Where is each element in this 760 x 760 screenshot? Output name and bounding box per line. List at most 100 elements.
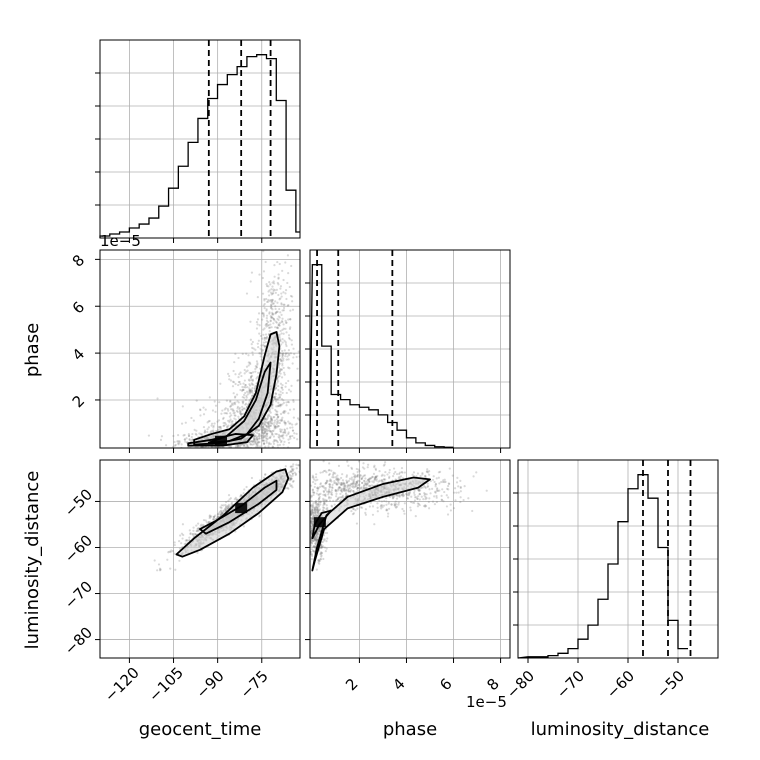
sample-point [229,418,232,421]
sample-point [270,418,274,421]
sample-point [226,505,230,508]
sample-point [239,495,242,498]
sample-point [246,385,249,389]
sample-point [166,558,169,561]
sample-point [317,529,320,533]
sample-point [442,479,445,482]
sample-point [250,374,254,377]
sample-point [339,483,342,486]
sample-point [314,537,317,540]
sample-point [207,450,209,452]
sample-point [264,445,267,448]
sample-point [273,282,276,285]
sample-point [249,371,253,375]
sample-point [343,489,346,492]
sample-point [277,421,280,424]
sample-point [207,426,210,429]
sample-point [219,514,222,517]
sample-point [395,493,399,497]
sample-point [223,412,226,415]
sample-point [344,488,347,491]
sample-point [254,440,257,443]
sample-point [220,412,223,415]
sample-point [400,466,404,470]
sample-point [278,438,282,441]
sample-point [356,474,359,477]
sample-point [283,451,285,453]
sample-point [336,483,339,486]
sample-point [320,485,324,488]
sample-point [198,450,200,452]
sample-point [307,534,309,536]
scatter-geocent_time-vs-phase-ytick-label: 6 [69,298,88,317]
sample-point [416,497,419,500]
sample-point [249,280,252,283]
sample-point [375,478,378,481]
sample-point [270,315,273,319]
sample-point [314,510,318,513]
sample-point [438,489,441,492]
sample-point [366,463,370,466]
sample-point [275,422,278,426]
sample-point [268,330,271,333]
sample-point [276,376,279,379]
sample-point [455,491,458,494]
sample-point [265,421,269,424]
sample-point [338,478,341,481]
sample-point [421,486,424,489]
sample-point [213,518,216,521]
sample-point [219,382,222,385]
sample-point [316,510,319,513]
sample-point [292,479,295,483]
sample-point [199,414,202,417]
sample-point [384,470,387,474]
sample-point [472,475,475,478]
sample-point [246,369,249,372]
sample-point [323,506,326,510]
sample-point [414,515,417,518]
sample-point [268,242,270,244]
sample-point [340,489,343,492]
sample-point [388,495,392,499]
sample-point [294,472,298,475]
sample-point [448,482,451,486]
sample-point [316,505,319,508]
sample-point [187,434,191,437]
sample-point [442,500,445,503]
sample-point [213,422,216,425]
sample-point [313,491,316,494]
sample-point [273,425,276,428]
sample-point [242,412,245,415]
sample-point [342,485,345,488]
sample-point [272,440,275,443]
sample-point [376,474,379,478]
sample-point [233,414,236,417]
sample-point [270,326,273,329]
sample-point [206,430,209,434]
sample-point [195,529,199,533]
sample-point [267,332,271,336]
sample-point [313,538,316,541]
sample-point [259,247,261,249]
sample-point [289,422,292,425]
sample-point [267,429,271,432]
scatter-geocent_time-vs-phase-contour [207,361,272,444]
sample-point [386,509,389,512]
sample-point [276,405,279,408]
sample-point [336,479,340,482]
sample-point [274,426,277,430]
sample-point [265,428,269,431]
sample-point [274,413,277,416]
sample-point [204,519,207,522]
sample-point [322,493,325,496]
sample-point [314,538,317,541]
sample-point [269,239,271,241]
histogram-phase-frame [309,249,511,449]
sample-point [340,487,343,491]
sample-point [242,407,246,410]
sample-point [310,512,313,516]
sample-point [373,478,376,481]
sample-point [312,539,315,543]
sample-point [265,432,269,436]
sample-point [289,326,292,329]
